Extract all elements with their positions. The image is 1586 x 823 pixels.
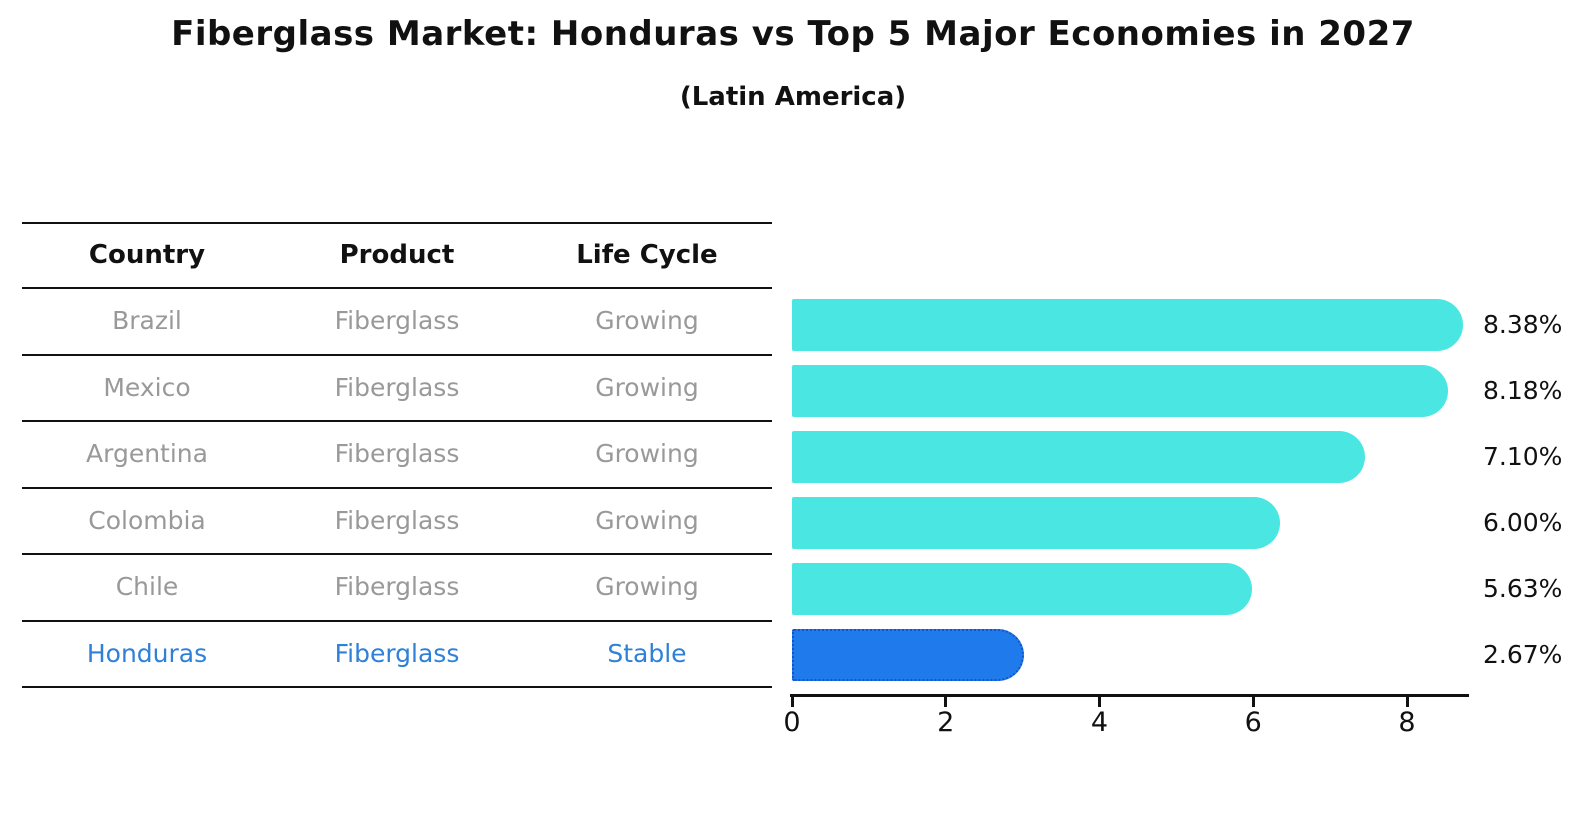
bar-value-label: 5.63%: [1483, 574, 1563, 603]
table-cell-product: Fiberglass: [334, 638, 460, 668]
bar-value-label: 6.00%: [1483, 508, 1563, 537]
table-cell-life-cycle: Growing: [595, 439, 699, 468]
table-cell-country: Brazil: [112, 306, 182, 335]
bar-colombia: [792, 497, 1281, 549]
table-cell-product: Fiberglass: [334, 439, 460, 468]
bar-value-label: 2.67%: [1483, 640, 1563, 669]
table-cell-country: Colombia: [88, 505, 206, 535]
x-axis-tick-label: 2: [937, 707, 955, 738]
table-row: Colombia Fiberglass Growing: [22, 489, 772, 555]
x-axis-line: [790, 694, 1469, 697]
table-cell-life-cycle: Growing: [595, 505, 699, 535]
table-cell-product: Fiberglass: [334, 372, 460, 402]
table-body: Brazil Fiberglass Growing Mexico Fibergl…: [22, 289, 772, 688]
table-cell-life-cycle: Stable: [607, 638, 687, 668]
chart-subtitle: (Latin America): [679, 82, 907, 112]
table-header-life-cycle: Life Cycle: [576, 240, 718, 270]
table-cell-life-cycle: Growing: [595, 372, 699, 402]
x-axis-tick: [1251, 696, 1255, 707]
country-table: Country Product Life Cycle Brazil Fiberg…: [22, 222, 772, 688]
bar-argentina: [792, 431, 1365, 483]
table-cell-life-cycle: Growing: [595, 572, 699, 601]
table-cell-life-cycle: Growing: [595, 306, 699, 335]
table-row: Argentina Fiberglass Growing: [22, 422, 772, 489]
table-row: Mexico Fiberglass Growing: [22, 356, 772, 422]
x-axis-tick: [790, 696, 794, 707]
x-axis-tick: [944, 696, 948, 707]
x-axis-tick: [1098, 696, 1101, 707]
table-row: Brazil Fiberglass Growing: [22, 289, 772, 356]
table-cell-country: Chile: [115, 572, 179, 601]
bar-mexico: [792, 365, 1448, 417]
x-axis-tick-label: 4: [1090, 707, 1109, 738]
bar-honduras: [792, 629, 1025, 681]
table-cell-country: Honduras: [86, 638, 208, 668]
bar-value-label: 8.38%: [1483, 310, 1563, 339]
table-header-country: Country: [88, 240, 206, 270]
x-axis-tick-label: 8: [1398, 707, 1416, 738]
x-axis-tick-label: 0: [783, 707, 801, 738]
bar-value-label: 8.18%: [1483, 376, 1563, 405]
table-header-product: Product: [339, 240, 455, 270]
x-axis-tick-label: 6: [1244, 707, 1262, 738]
table-cell-country: Argentina: [86, 439, 208, 468]
bar-chile: [792, 563, 1252, 615]
table-row: Chile Fiberglass Growing: [22, 555, 772, 622]
x-axis-tick: [1405, 696, 1409, 707]
table-header-row: Country Product Life Cycle: [22, 222, 772, 289]
bar-value-label: 7.10%: [1483, 442, 1563, 471]
bar-brazil: [792, 299, 1464, 351]
table-cell-country: Mexico: [103, 372, 191, 402]
table-row: Honduras Fiberglass Stable: [22, 622, 772, 688]
table-cell-product: Fiberglass: [334, 572, 460, 601]
table-cell-product: Fiberglass: [334, 306, 460, 335]
table-cell-product: Fiberglass: [334, 505, 460, 535]
chart-title: Fiberglass Market: Honduras vs Top 5 Maj…: [171, 14, 1415, 54]
